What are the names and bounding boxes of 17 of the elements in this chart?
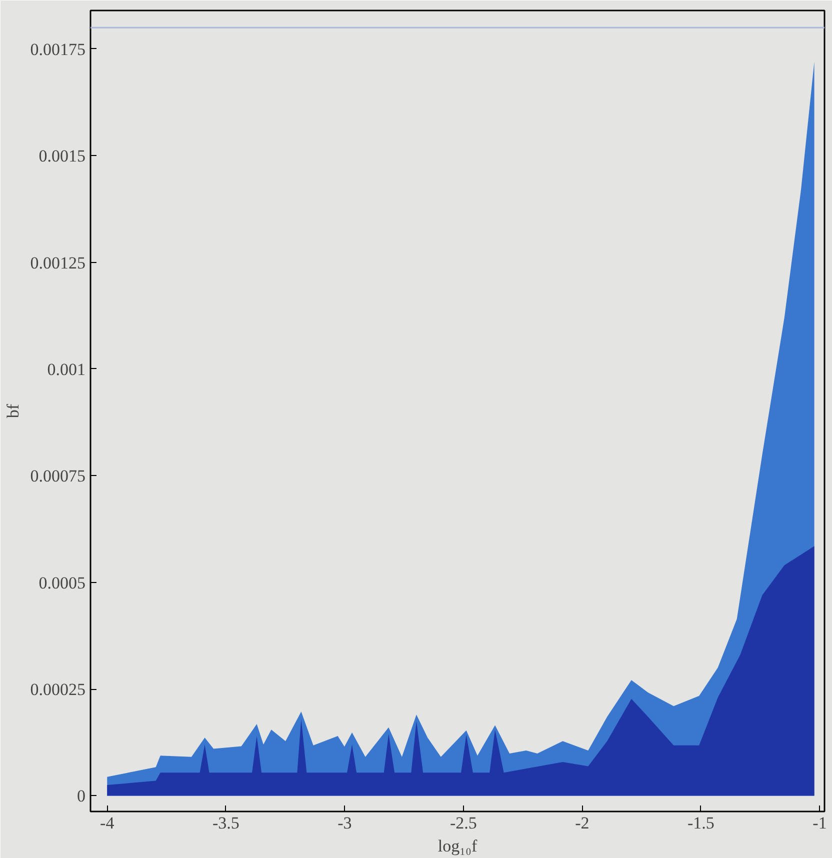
x-tick-label: -2.5 bbox=[450, 814, 477, 832]
y-tick-label: 0.0005 bbox=[38, 573, 86, 592]
x-tick-label: -3 bbox=[338, 814, 352, 832]
y-tick-label: 0.001 bbox=[47, 360, 86, 379]
y-tick-label: 0.00025 bbox=[30, 680, 86, 700]
y-tick-label: 0.0015 bbox=[38, 146, 86, 166]
x-tick-label: -3.5 bbox=[212, 814, 240, 832]
x-tick-label: -2 bbox=[575, 814, 590, 832]
y-tick-label: 0.00075 bbox=[30, 466, 86, 486]
x-tick-label: -1 bbox=[812, 814, 827, 832]
y-tick-label: 0 bbox=[77, 786, 86, 806]
x-tick-label: -4 bbox=[100, 814, 115, 832]
y-axis-title: bf bbox=[3, 404, 22, 418]
y-tick-label: 0.00125 bbox=[30, 253, 86, 272]
x-axis-title: log₁₀f bbox=[438, 836, 478, 856]
x-tick-label: -1.5 bbox=[688, 814, 714, 832]
y-tick-label: 0.00175 bbox=[30, 40, 86, 59]
